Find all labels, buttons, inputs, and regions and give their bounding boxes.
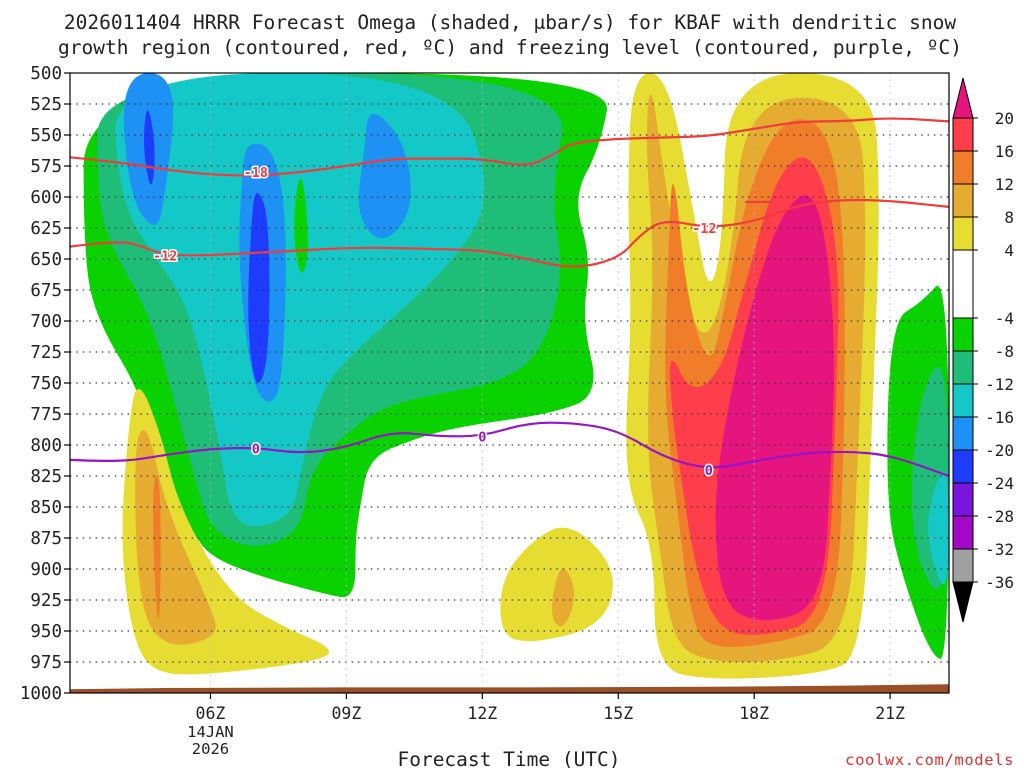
y-tick-label-700: 700 bbox=[30, 312, 62, 332]
colorbar-bin-11 bbox=[953, 516, 973, 549]
y-tick-label-725: 725 bbox=[30, 343, 62, 363]
y-tick-label-1000: 1000 bbox=[20, 684, 62, 704]
omega-region-ascent-cyan-east bbox=[928, 472, 949, 585]
colorbar: 20 16 12 8 4 -4 -8 -12 -16 -20 -24 -28 -32 -36 bbox=[952, 77, 1014, 623]
omega-region-descent-magenta-e bbox=[715, 195, 834, 621]
contour-label-5: 0 bbox=[705, 463, 713, 479]
colorbar-label-3: 8 bbox=[1004, 208, 1014, 227]
x-tick-label-21Z: 21Z bbox=[875, 704, 905, 723]
x-tick-label-12Z: 12Z bbox=[467, 704, 497, 723]
plot-area: -18 -12 -12 0 0 0 bbox=[70, 73, 949, 693]
colorbar-label-8: -16 bbox=[985, 408, 1014, 427]
x-axis-label: Forecast Time (UTC) bbox=[397, 748, 620, 768]
contour-line-3 bbox=[70, 421, 949, 478]
y-tick-label-600: 600 bbox=[30, 188, 62, 208]
omega-region-descent-gold-mid bbox=[551, 568, 575, 627]
colorbar-label-13: -36 bbox=[985, 573, 1014, 592]
y-tick-label-950: 950 bbox=[30, 622, 62, 642]
colorbar-label-6: -8 bbox=[995, 342, 1014, 361]
y-tick-label-500: 500 bbox=[30, 64, 62, 84]
omega-region-descent-orange-w bbox=[153, 475, 161, 619]
y-tick-label-675: 675 bbox=[30, 281, 62, 301]
colorbar-label-9: -20 bbox=[985, 441, 1014, 460]
colorbar-label-12: -32 bbox=[985, 540, 1014, 559]
colorbar-bin-12 bbox=[953, 549, 973, 582]
y-tick-label-575: 575 bbox=[30, 157, 62, 177]
y-tick-label-750: 750 bbox=[30, 374, 62, 394]
contour-label-2: -12 bbox=[692, 221, 716, 237]
x-tick-label-09Z: 09Z bbox=[331, 704, 361, 723]
omega-region-ascent-blue-2 bbox=[358, 114, 411, 239]
y-axis: 500 525 550 575 600 625 650 675 700 725 750 775 800 8… bbox=[20, 64, 70, 704]
y-tick-label-625: 625 bbox=[30, 219, 62, 239]
x-tick-label-15Z: 15Z bbox=[603, 704, 633, 723]
grid bbox=[70, 73, 949, 693]
y-tick-label-825: 825 bbox=[30, 467, 62, 487]
x-tick-sublabel-1: 2026 bbox=[192, 740, 229, 758]
y-tick-label-775: 775 bbox=[30, 405, 62, 425]
y-tick-label-850: 850 bbox=[30, 498, 62, 518]
y-tick-label-550: 550 bbox=[30, 126, 62, 146]
colorbar-bin-1 bbox=[953, 151, 973, 184]
colorbar-label-7: -12 bbox=[985, 375, 1014, 394]
y-tick-label-650: 650 bbox=[30, 250, 62, 270]
contour-label-3: 0 bbox=[252, 442, 260, 458]
ground bbox=[70, 684, 949, 693]
contour-line-2 bbox=[70, 198, 949, 268]
contour-label-0: -18 bbox=[244, 165, 268, 181]
x-tick-label-06Z: 06Z bbox=[196, 704, 226, 723]
contour-label-4: 0 bbox=[478, 429, 486, 445]
colorbar-label-2: 12 bbox=[995, 175, 1014, 194]
colorbar-bin-3 bbox=[953, 217, 973, 250]
contour-label-1: -12 bbox=[153, 248, 177, 264]
y-tick-label-900: 900 bbox=[30, 560, 62, 580]
y-tick-label-800: 800 bbox=[30, 436, 62, 456]
colorbar-bin-6 bbox=[953, 351, 973, 384]
omega-region-ascent-deepblue-2 bbox=[248, 193, 270, 383]
colorbar-label-5: -4 bbox=[995, 309, 1014, 328]
colorbar-label-11: -28 bbox=[985, 507, 1014, 526]
x-tick-sublabel-0: 14JAN bbox=[187, 723, 234, 741]
colorbar-label-1: 16 bbox=[995, 142, 1014, 161]
chart-title-line-1: 2026011404 HRRR Forecast Omega (shaded, … bbox=[64, 11, 956, 34]
colorbar-bin-9 bbox=[953, 450, 973, 483]
contour-line-0 bbox=[70, 117, 949, 177]
x-tick-label-18Z: 18Z bbox=[739, 704, 769, 723]
y-tick-label-975: 975 bbox=[30, 653, 62, 673]
colorbar-label-0: 20 bbox=[995, 109, 1014, 128]
colorbar-label-10: -24 bbox=[985, 474, 1014, 493]
colorbar-bin-7 bbox=[953, 384, 973, 417]
colorbar-bin-4 bbox=[953, 250, 973, 318]
chart-title-line-2: growth region (contoured, red, ºC) and f… bbox=[58, 36, 962, 59]
colorbar-bin-0 bbox=[953, 118, 973, 151]
y-tick-label-525: 525 bbox=[30, 95, 62, 115]
y-tick-label-925: 925 bbox=[30, 591, 62, 611]
colorbar-label-4: 4 bbox=[1004, 241, 1014, 260]
colorbar-bin-5 bbox=[953, 318, 973, 351]
ground-surface bbox=[70, 684, 949, 693]
colorbar-bin-8 bbox=[953, 417, 973, 450]
temperature-contours: -18 -12 -12 0 0 0 bbox=[70, 117, 949, 480]
colorbar-bin-10 bbox=[953, 483, 973, 516]
y-tick-label-875: 875 bbox=[30, 529, 62, 549]
omega-shading bbox=[83, 73, 949, 679]
watermark: coolwx.com/models bbox=[845, 751, 1014, 768]
colorbar-bin-2 bbox=[953, 184, 973, 217]
